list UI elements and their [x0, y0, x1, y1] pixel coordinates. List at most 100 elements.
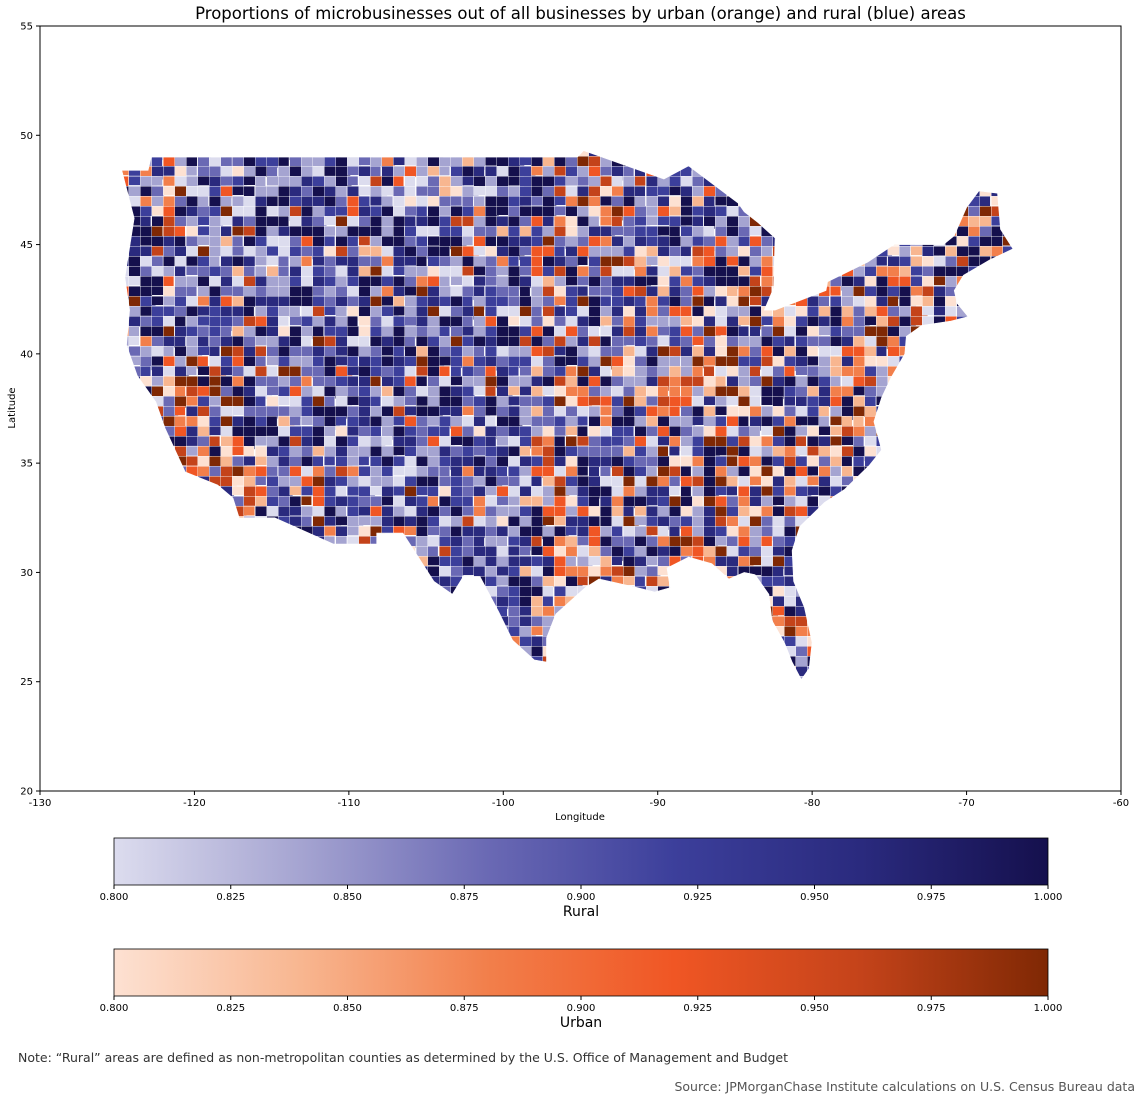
urban-county	[887, 556, 899, 567]
urban-county	[243, 646, 261, 657]
urban-county	[634, 396, 647, 408]
rural-county	[519, 656, 532, 666]
urban-county	[922, 366, 933, 382]
urban-county	[231, 636, 250, 649]
rural-county	[139, 566, 153, 577]
rural-county	[139, 576, 151, 587]
urban-county	[462, 636, 477, 648]
rural-county	[450, 195, 462, 207]
rural-county	[818, 546, 830, 557]
rural-county	[600, 245, 613, 258]
rural-county	[841, 626, 855, 641]
rural-county	[128, 626, 141, 639]
urban-county	[1002, 296, 1013, 310]
rural-county	[121, 656, 131, 672]
urban-county	[588, 676, 601, 680]
rural-county	[128, 436, 140, 452]
urban-county	[784, 256, 796, 267]
urban-county	[749, 195, 765, 207]
rural-county	[887, 165, 904, 179]
rural-county	[991, 396, 1003, 407]
rural-county	[278, 686, 290, 701]
rural-county	[174, 306, 188, 317]
rural-county	[979, 456, 997, 468]
urban-county	[692, 576, 706, 592]
rural-county	[485, 666, 502, 680]
rural-county	[864, 456, 877, 467]
rural-county	[254, 656, 272, 671]
urban-county	[841, 506, 857, 521]
rural-county	[278, 225, 290, 237]
rural-county	[864, 556, 878, 569]
rural-county	[611, 626, 625, 636]
urban-county	[830, 286, 841, 297]
urban-county	[853, 596, 870, 607]
rural-county	[784, 566, 800, 576]
rural-county	[956, 376, 974, 386]
urban-county	[818, 150, 834, 161]
rural-county	[381, 616, 395, 629]
rural-county	[933, 496, 950, 507]
colorbar-tick-label: 0.800	[100, 1003, 129, 1014]
rural-county	[485, 616, 503, 627]
rural-county	[231, 536, 248, 549]
rural-county	[312, 616, 326, 626]
urban-county	[231, 676, 244, 680]
rural-county	[818, 256, 832, 269]
urban-county	[715, 586, 731, 598]
rural-county	[128, 316, 142, 327]
rural-county	[128, 416, 141, 432]
rural-county	[864, 150, 876, 156]
rural-county	[910, 606, 925, 621]
rural-county	[1014, 596, 1027, 606]
urban-county	[910, 296, 923, 307]
urban-county	[197, 526, 213, 541]
rural-county	[1014, 396, 1025, 407]
rural-county	[634, 150, 648, 157]
rural-county	[347, 606, 361, 618]
rural-county	[1002, 326, 1013, 339]
urban-county	[162, 496, 180, 509]
rural-county	[887, 646, 905, 661]
urban-county	[738, 526, 751, 538]
urban-county	[784, 155, 800, 169]
rural-county	[611, 646, 627, 661]
rural-county	[359, 686, 374, 700]
rural-county	[121, 586, 130, 600]
rural-county	[692, 646, 705, 658]
rural-county	[404, 150, 418, 159]
rural-county	[370, 616, 385, 627]
urban-county	[577, 436, 591, 447]
rural-county	[254, 276, 268, 288]
urban-county	[612, 686, 623, 697]
rural-county	[945, 366, 960, 380]
urban-county	[979, 506, 995, 517]
rural-county	[887, 326, 900, 338]
rural-county	[876, 606, 894, 616]
rural-county	[703, 155, 720, 170]
rural-county	[887, 426, 900, 438]
rural-county	[427, 636, 445, 647]
rural-county	[496, 286, 510, 298]
rural-county	[910, 536, 924, 552]
urban-county	[910, 205, 927, 220]
rural-county	[726, 616, 743, 629]
rural-county	[404, 596, 423, 610]
rural-county	[945, 486, 962, 496]
urban-county	[784, 205, 798, 216]
rural-county	[393, 386, 407, 398]
rural-county	[405, 686, 421, 697]
rural-county	[162, 606, 176, 617]
rural-county	[542, 256, 555, 268]
rural-county	[266, 546, 280, 559]
rural-county	[473, 616, 487, 631]
rural-county	[347, 366, 360, 376]
rural-county	[139, 656, 152, 669]
rural-county	[979, 286, 997, 298]
urban-county	[761, 185, 778, 201]
urban-county	[991, 175, 1009, 188]
rural-county	[749, 155, 765, 171]
urban-county	[600, 686, 612, 697]
rural-county	[749, 185, 763, 199]
urban-county	[956, 536, 970, 550]
